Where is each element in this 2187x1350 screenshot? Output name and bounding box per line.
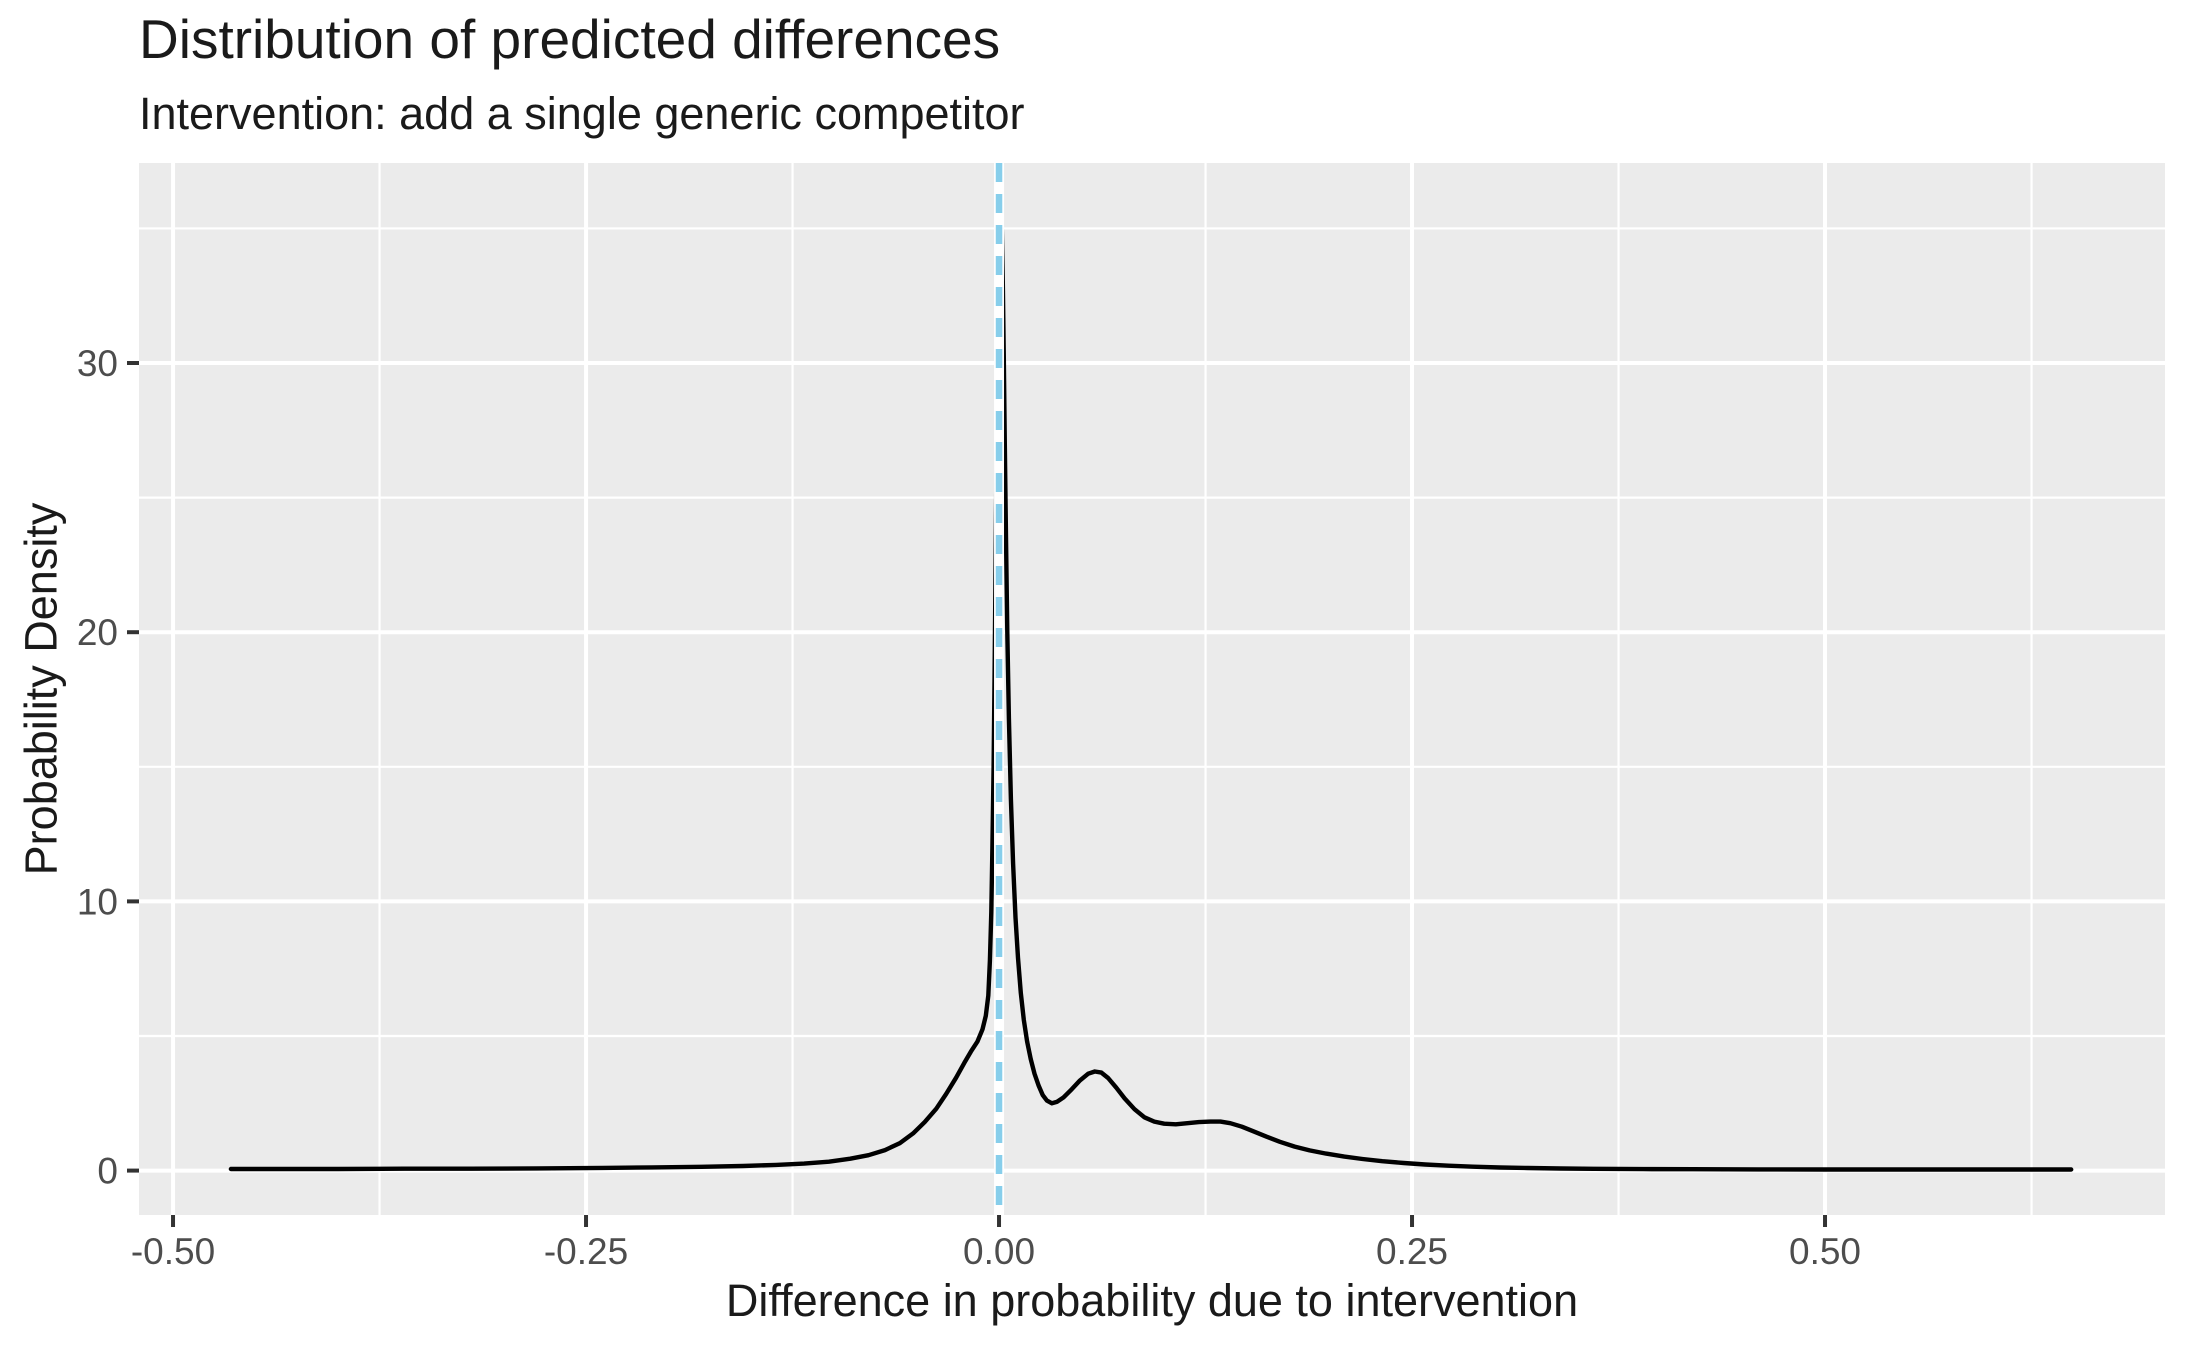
y-tick-label: 10 — [77, 881, 118, 922]
density-curve — [228, 204, 2074, 1172]
y-axis-title: Probability Density — [15, 502, 67, 876]
x-tick-label: 0.25 — [1376, 1231, 1448, 1272]
panel-background — [139, 163, 2165, 1215]
x-tick-label: -0.25 — [544, 1231, 628, 1272]
x-axis-title: Difference in probability due to interve… — [725, 1275, 1579, 1326]
plot-title: Distribution of predicted differences — [139, 8, 1001, 70]
x-tick-label: -0.50 — [131, 1231, 215, 1272]
plot-subtitle: Intervention: add a single generic compe… — [139, 88, 1025, 139]
y-tick-label: 30 — [77, 343, 118, 384]
y-tick-label: 0 — [97, 1151, 118, 1192]
y-tick-label: 20 — [77, 612, 118, 653]
x-tick-label: 0.50 — [1789, 1231, 1861, 1272]
x-tick-label: 0.00 — [963, 1231, 1035, 1272]
